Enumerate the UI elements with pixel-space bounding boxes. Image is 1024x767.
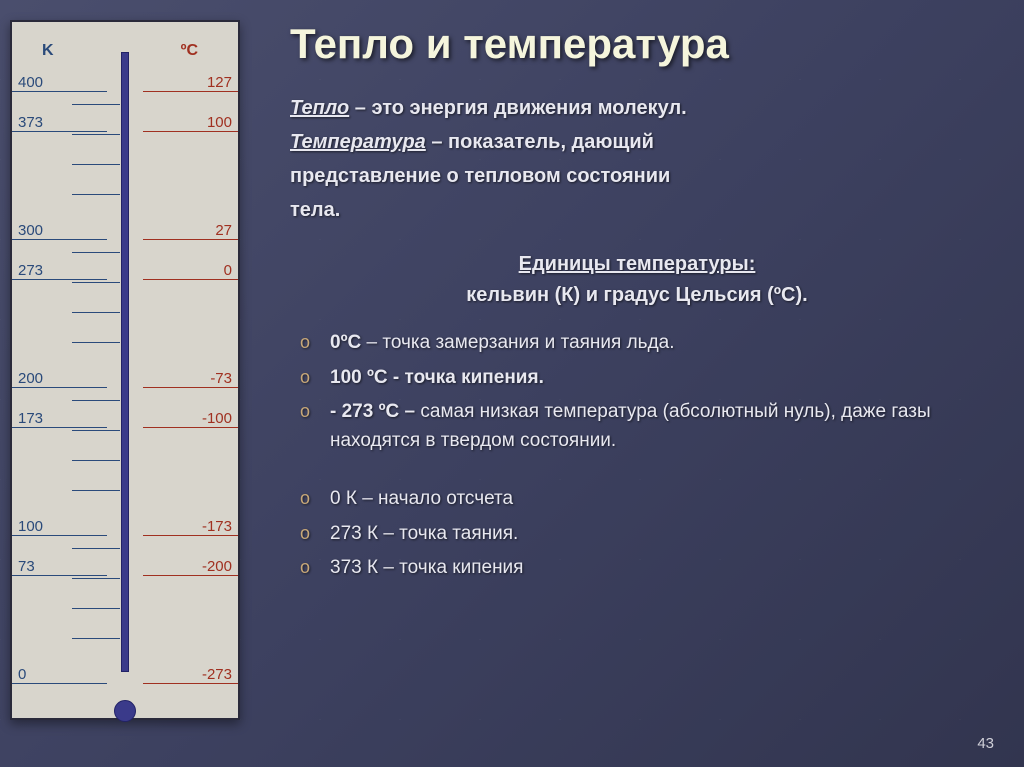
term-heat: Тепло	[290, 97, 349, 119]
kelvin-tick: 200	[12, 370, 107, 388]
units-text: кельвин (К) и градус Цельсия (ºС).	[290, 284, 984, 307]
celsius-tick: -273	[143, 666, 238, 684]
celsius-label: ºС	[181, 42, 198, 60]
kelvin-minor-tick	[72, 312, 120, 313]
kelvin-minor-tick	[72, 342, 120, 343]
kelvin-minor-tick	[72, 638, 120, 639]
celsius-tick: -200	[143, 558, 238, 576]
kelvin-tick: 300	[12, 222, 107, 240]
kelvin-minor-tick	[72, 460, 120, 461]
celsius-tick: -173	[143, 518, 238, 536]
kelvin-minor-tick	[72, 164, 120, 165]
list-item: 273 К – точка таяния.	[300, 520, 984, 549]
definition-cont-1: представление о тепловом состоянии	[290, 161, 984, 191]
list-item: 100 ºС - точка кипения.	[300, 364, 984, 393]
bullet-list: 0ºС – точка замерзания и таяния льда. 10…	[290, 329, 984, 583]
term-temperature: Температура	[290, 131, 426, 153]
thermometer-bulb	[114, 700, 136, 722]
list-item: - 273 ºС – самая низкая температура (абс…	[300, 398, 984, 455]
units-heading: Единицы температуры:	[290, 253, 984, 276]
kelvin-minor-tick	[72, 578, 120, 579]
list-item: 0 К – начало отсчета	[300, 485, 984, 514]
celsius-tick: 0	[143, 262, 238, 280]
kelvin-minor-tick	[72, 282, 120, 283]
definition-temperature: Температура – показатель, дающий	[290, 127, 984, 157]
thermometer-figure: K ºС 400 373 300 273 200 173 100 73 0 127 100 27 0 -7…	[10, 20, 240, 720]
kelvin-tick: 400	[12, 74, 107, 92]
content-panel: Тепло и температура Тепло – это энергия …	[260, 0, 1024, 767]
kelvin-tick: 173	[12, 410, 107, 428]
kelvin-tick: 73	[12, 558, 107, 576]
list-spacer	[300, 461, 984, 479]
kelvin-minor-tick	[72, 608, 120, 609]
celsius-tick: -100	[143, 410, 238, 428]
list-item: 373 К – точка кипения	[300, 554, 984, 583]
kelvin-tick: 373	[12, 114, 107, 132]
celsius-tick: 100	[143, 114, 238, 132]
kelvin-minor-tick	[72, 490, 120, 491]
kelvin-tick: 273	[12, 262, 107, 280]
thermometer-tube	[121, 52, 129, 672]
kelvin-tick: 0	[12, 666, 107, 684]
kelvin-minor-tick	[72, 252, 120, 253]
definition-cont-2: тела.	[290, 195, 984, 225]
kelvin-minor-tick	[72, 548, 120, 549]
kelvin-minor-tick	[72, 400, 120, 401]
celsius-tick: 127	[143, 74, 238, 92]
kelvin-minor-tick	[72, 104, 120, 105]
thermometer-panel: K ºС 400 373 300 273 200 173 100 73 0 127 100 27 0 -7…	[0, 0, 260, 767]
celsius-tick: -73	[143, 370, 238, 388]
list-item: 0ºС – точка замерзания и таяния льда.	[300, 329, 984, 358]
page-title: Тепло и температура	[290, 20, 984, 68]
kelvin-tick: 100	[12, 518, 107, 536]
definition-heat: Тепло – это энергия движения молекул.	[290, 93, 984, 123]
kelvin-minor-tick	[72, 430, 120, 431]
kelvin-minor-tick	[72, 134, 120, 135]
kelvin-minor-tick	[72, 194, 120, 195]
kelvin-label: K	[42, 42, 54, 60]
celsius-tick: 27	[143, 222, 238, 240]
